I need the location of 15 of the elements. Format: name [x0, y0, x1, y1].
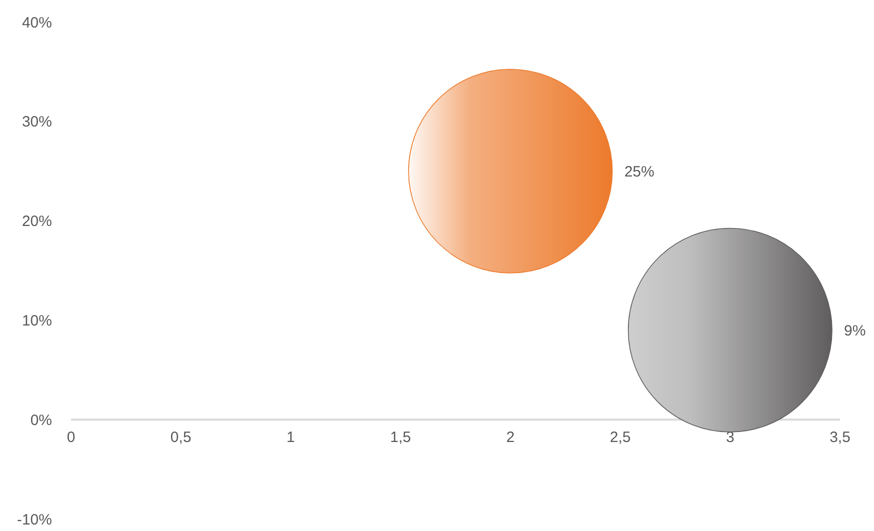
y-tick-label: 40%: [22, 14, 52, 32]
x-tick-label: 0,5: [170, 429, 192, 446]
x-tick-label: 2,5: [610, 429, 631, 446]
x-tick-label: 3,5: [830, 429, 850, 446]
x-tick-label: 0: [66, 429, 76, 446]
y-tick-label: 20%: [22, 213, 52, 230]
y-tick-label: 0%: [30, 412, 52, 429]
y-tick-label: 10%: [22, 312, 52, 330]
y-tick-label: -10%: [16, 511, 52, 528]
x-tick-label: 1,5: [390, 429, 411, 446]
x-tick-label: 2: [506, 429, 515, 446]
data-label: 25%: [624, 163, 654, 180]
x-tick-label: 1: [286, 429, 295, 446]
data-label: 9%: [844, 322, 866, 340]
y-tick-label: 30%: [22, 114, 52, 131]
